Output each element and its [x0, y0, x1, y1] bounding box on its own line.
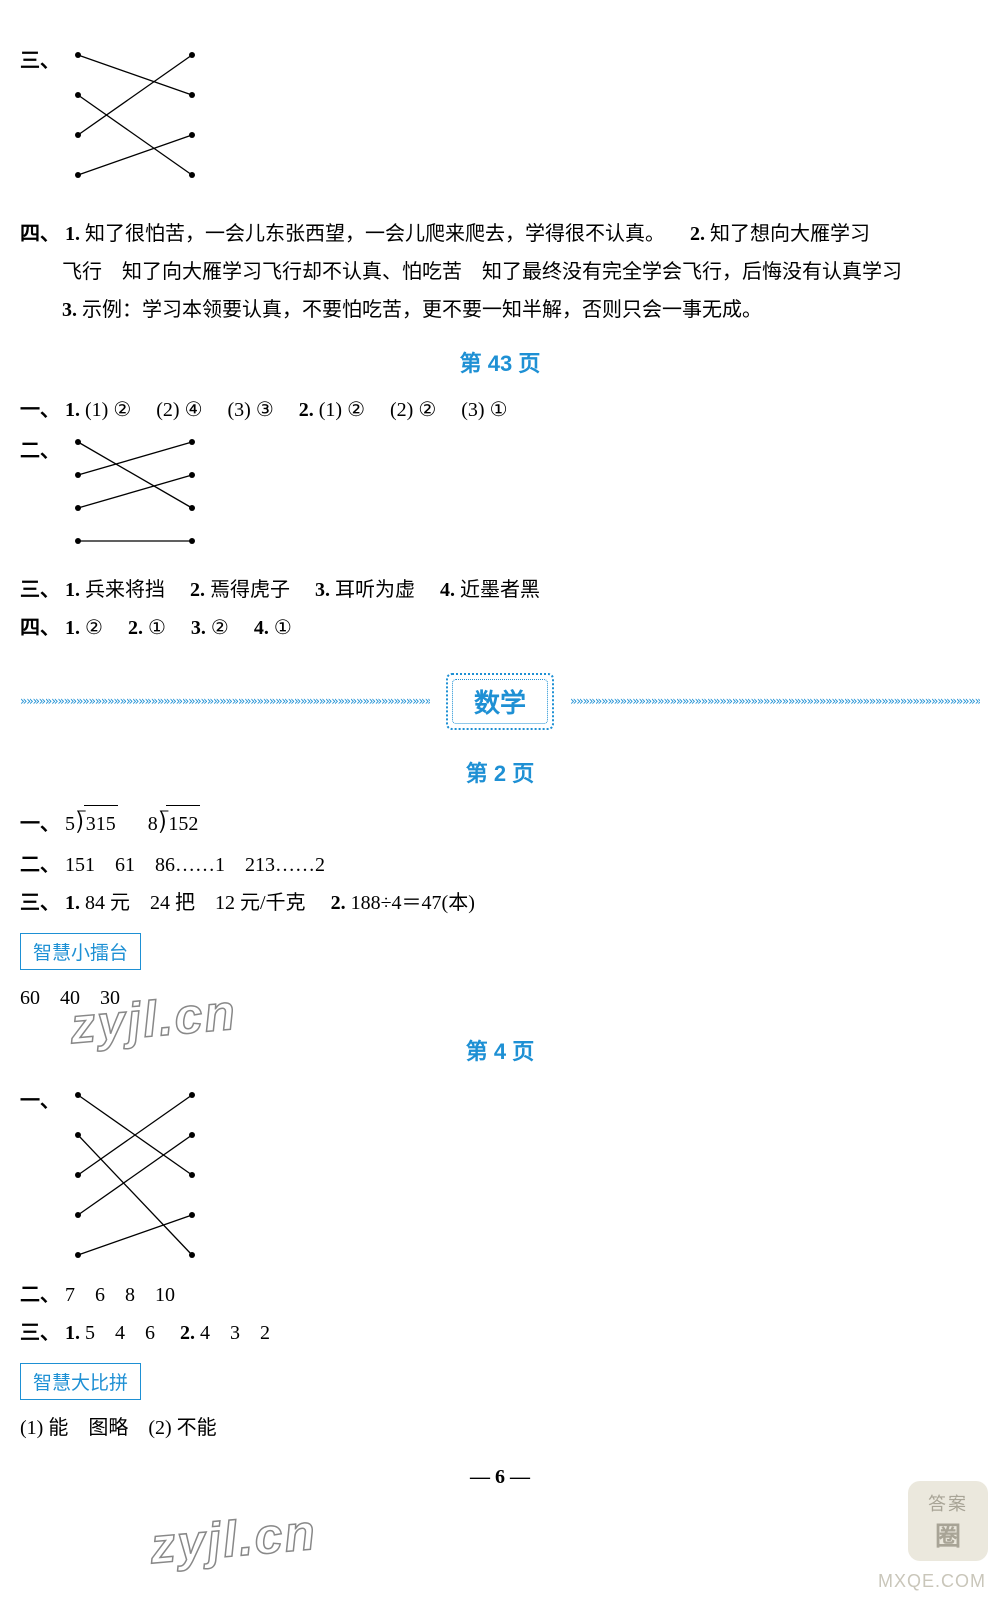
- watermark-2: zyjl.cn: [148, 1503, 319, 1575]
- p43-3-label: 三、: [20, 579, 60, 601]
- p43-4-n3: 3.: [191, 617, 206, 639]
- p43-4-n2: 2.: [128, 617, 143, 639]
- p43-section-1: 一、 1. (1) ② (2) ④ (3) ③ 2. (1) ② (2) ② (…: [20, 392, 980, 428]
- p2-3-t2: 188÷4＝47(本): [351, 892, 475, 914]
- ld1-dividend: 315: [84, 805, 118, 842]
- p4-box-ans: (1) 能 图略 (2) 不能: [20, 1410, 980, 1446]
- p43-section-3: 三、 1. 兵来将挡 2. 焉得虎子 3. 耳听为虚 4. 近墨者黑: [20, 572, 980, 608]
- p2-section-2: 二、 151 61 86……1 213……2: [20, 847, 980, 883]
- p43-3-n1: 1.: [65, 579, 80, 601]
- p43-3-t2: 焉得虎子: [210, 579, 290, 601]
- subject-divider: »»»»»»»»»»»»»»»»»»»»»»»»»»»»»»»»»»»»»»»»…: [20, 666, 980, 736]
- p43-3-n4: 4.: [440, 579, 455, 601]
- matching-diagram-2: [60, 430, 210, 570]
- p43-1-n1: 1.: [65, 399, 80, 421]
- section-4: 四、 1. 知了很怕苦，一会儿东张西望，一会儿爬来爬去，学得很不认真。 2. 知…: [20, 216, 980, 252]
- p43-1-b3: (3) ①: [461, 399, 507, 421]
- p4-3-label: 三、: [20, 1322, 60, 1344]
- p4-section-2: 二、 7 6 8 10: [20, 1277, 980, 1313]
- long-division-1: 5⟌315: [65, 802, 118, 845]
- item-4-3-text: 示例：学习本领要认真，不要怕吃苦，更不要一知半解，否则只会一事无成。: [82, 299, 762, 321]
- p4-3-t2: 4 3 2: [200, 1322, 270, 1344]
- p4-2-text: 7 6 8 10: [65, 1284, 175, 1306]
- p2-2-text: 151 61 86……1 213……2: [65, 854, 325, 876]
- p43-1-b1: (1) ②: [319, 399, 365, 421]
- chevron-left: »»»»»»»»»»»»»»»»»»»»»»»»»»»»»»»»»»»»»»»»…: [20, 694, 430, 708]
- ld1-divisor: 5: [65, 806, 75, 842]
- p43-4-t2: ①: [148, 617, 166, 639]
- section-3-label: 三、: [20, 40, 60, 73]
- p43-1-a3: (3) ③: [228, 399, 274, 421]
- page-43-title: 第 43 页: [20, 346, 980, 378]
- ld2-dividend: 152: [166, 805, 200, 842]
- badge-bottom: 圈: [935, 1516, 961, 1553]
- p43-4-t1: ②: [85, 617, 103, 639]
- p43-4-n1: 1.: [65, 617, 80, 639]
- p43-section-2: 二、: [20, 430, 980, 570]
- p43-4-label: 四、: [20, 617, 60, 639]
- p4-section-3: 三、 1. 5 4 6 2. 4 3 2: [20, 1315, 980, 1351]
- item-4-2a-text: 知了想向大雁学习: [710, 223, 870, 245]
- p43-1-a2: (2) ④: [156, 399, 202, 421]
- p43-1-label: 一、: [20, 399, 60, 421]
- p4-3-n1: 1.: [65, 1322, 80, 1344]
- wisdom-box-2: 智慧大比拼: [20, 1363, 141, 1400]
- p2-2-label: 二、: [20, 854, 60, 876]
- p2-3-n1: 1.: [65, 892, 80, 914]
- chevron-right: »»»»»»»»»»»»»»»»»»»»»»»»»»»»»»»»»»»»»»»»…: [570, 694, 980, 708]
- matching-diagram-3: [60, 1080, 210, 1275]
- p2-3-label: 三、: [20, 892, 60, 914]
- item-4-2-num: 2.: [690, 223, 705, 245]
- p2-box-ans: 60 40 30: [20, 980, 980, 1016]
- page-2-title: 第 2 页: [20, 756, 980, 788]
- p4-section-1: 一、: [20, 1080, 980, 1275]
- p2-section-3: 三、 1. 84 元 24 把 12 元/千克 2. 188÷4＝47(本): [20, 885, 980, 921]
- p43-4-t3: ②: [211, 617, 229, 639]
- p43-1-n2: 2.: [299, 399, 314, 421]
- badge-top: 答案: [928, 1490, 968, 1516]
- item-4-1-num: 1.: [65, 223, 80, 245]
- long-division-2: 8⟌152: [148, 802, 201, 845]
- p43-4-t4: ①: [274, 617, 292, 639]
- section-4-label: 四、: [20, 223, 60, 245]
- p4-box-wrap: 智慧大比拼: [20, 1353, 980, 1408]
- p4-3-t1: 5 4 6: [85, 1322, 155, 1344]
- p43-section-4: 四、 1. ② 2. ① 3. ② 4. ①: [20, 610, 980, 646]
- subject-box: 数学: [446, 673, 554, 730]
- footer-url: MXQE.COM: [878, 1571, 986, 1592]
- item-4-2b-text: 飞行 知了向大雁学习飞行却不认真、怕吃苦 知了最终没有完全学会飞行，后悔没有认真…: [20, 254, 980, 290]
- p43-2-label: 二、: [20, 430, 60, 463]
- p43-4-n4: 4.: [254, 617, 269, 639]
- page-number: — 6 —: [20, 1466, 980, 1489]
- page-content: 三、 四、 1. 知了很怕苦，一会儿东张西望，一会儿爬来爬去，学得很不认真。 2…: [0, 0, 1000, 1509]
- p2-3-n2: 2.: [331, 892, 346, 914]
- section-3: 三、: [20, 40, 980, 210]
- item-4-3-num: 3.: [62, 299, 77, 321]
- p43-3-t4: 近墨者黑: [460, 579, 540, 601]
- ld2-divisor: 8: [148, 806, 158, 842]
- page-4-title: 第 4 页: [20, 1034, 980, 1066]
- p43-1-a1: (1) ②: [85, 399, 131, 421]
- p43-3-n3: 3.: [315, 579, 330, 601]
- item-4-1-text: 知了很怕苦，一会儿东张西望，一会儿爬来爬去，学得很不认真。: [85, 223, 665, 245]
- p43-3-t3: 耳听为虚: [335, 579, 415, 601]
- p43-3-t1: 兵来将挡: [85, 579, 165, 601]
- p43-3-n2: 2.: [190, 579, 205, 601]
- p43-1-b2: (2) ②: [390, 399, 436, 421]
- p2-3-t1: 84 元 24 把 12 元/千克: [85, 892, 306, 914]
- p2-box-wrap: 智慧小擂台: [20, 923, 980, 978]
- wisdom-box-1: 智慧小擂台: [20, 933, 141, 970]
- p4-3-n2: 2.: [180, 1322, 195, 1344]
- section-4-cont2: 3. 示例：学习本领要认真，不要怕吃苦，更不要一知半解，否则只会一事无成。: [20, 292, 980, 328]
- matching-diagram-1: [60, 40, 210, 210]
- answer-badge: 答案 圈: [908, 1481, 988, 1561]
- p4-2-label: 二、: [20, 1284, 60, 1306]
- p2-1-label: 一、: [20, 813, 60, 835]
- p4-1-label: 一、: [20, 1080, 60, 1113]
- p2-section-1: 一、 5⟌315 8⟌152: [20, 802, 980, 845]
